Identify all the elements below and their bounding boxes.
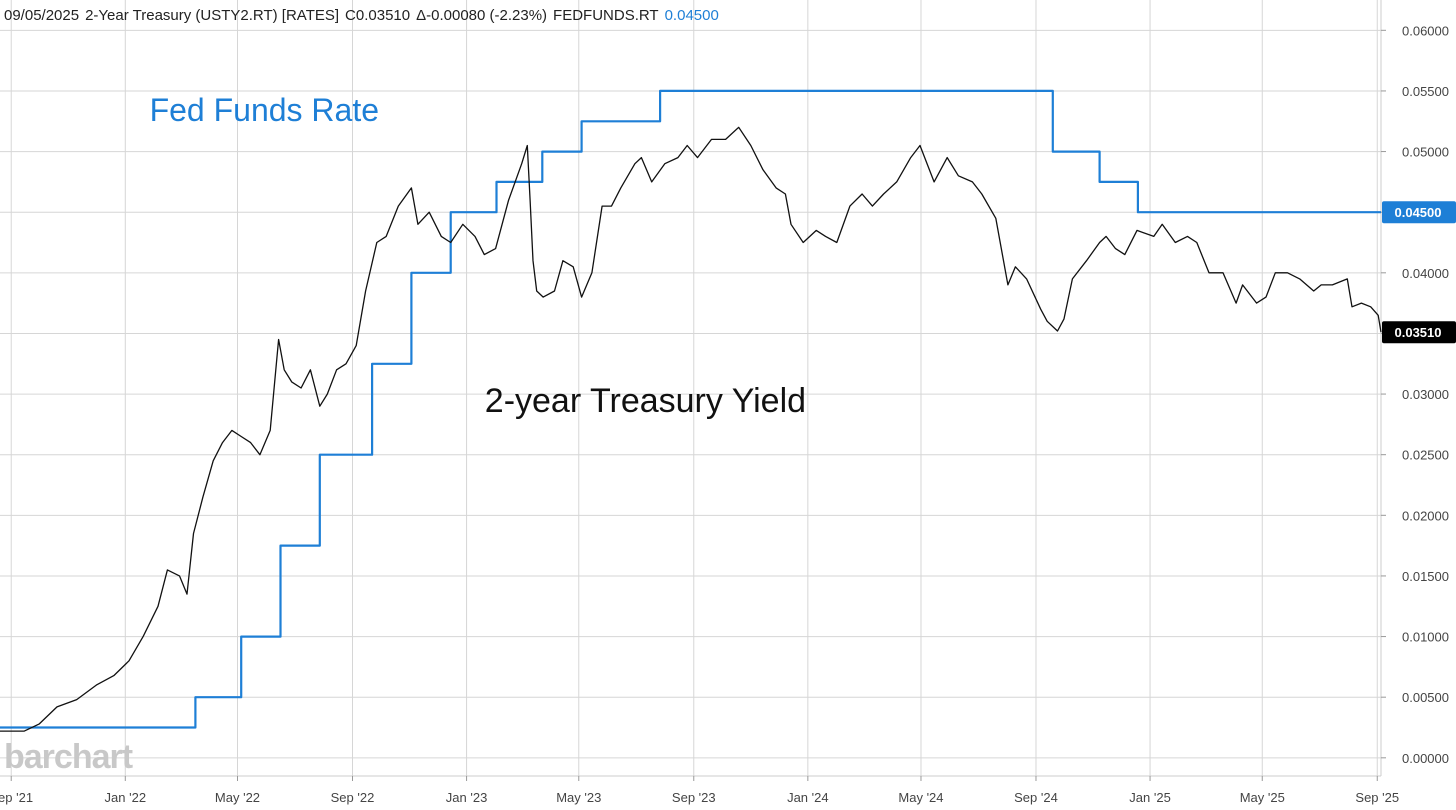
y-tick-label: 0.00500 (1402, 690, 1449, 705)
treasury-yield-line (0, 126, 1382, 732)
x-tick-label: Sep '25 (1355, 790, 1399, 805)
x-tick-label: Jan '23 (446, 790, 488, 805)
y-tick-label: 0.02000 (1402, 508, 1449, 523)
header-change: Δ-0.00080 (-2.23%) (416, 7, 547, 24)
x-tick-label: Jan '24 (787, 790, 829, 805)
badge-treasury-bg (1382, 321, 1456, 344)
header-date: 09/05/2025 (4, 7, 79, 24)
header-symbol: 2-Year Treasury (USTY2.RT) [RATES] (85, 7, 339, 24)
x-tick-label: Jan '22 (105, 790, 147, 805)
badge-fed-funds: 0.04500 (1382, 201, 1456, 224)
y-tick-label: 0.04000 (1402, 266, 1449, 281)
y-tick-label: 0.01500 (1402, 569, 1449, 584)
header-compare-value: 0.04500 (665, 7, 719, 24)
badge-treasury-value: 0.03510 (1395, 325, 1442, 340)
annotation-treasury-yield: 2-year Treasury Yield (485, 382, 806, 420)
x-tick-label: May '22 (215, 790, 260, 805)
x-tick-label: Sep '21 (0, 790, 33, 805)
y-tick-label: 0.03000 (1402, 387, 1449, 402)
fed-funds-rate-line (0, 89, 1381, 729)
x-axis-ticks: Sep '21 Jan '22 May '22 Sep '22 Jan '23 May '… (0, 776, 1399, 805)
x-tick-label: Sep '22 (331, 790, 375, 805)
y-tick-label: 0.05500 (1402, 84, 1449, 99)
barchart-logo: barchart (4, 738, 133, 776)
y-tick-label: 0.00000 (1402, 751, 1449, 766)
y-tick-label: 0.01000 (1402, 630, 1449, 645)
badge-fed-funds-value: 0.04500 (1395, 205, 1442, 220)
x-tick-label: Sep '23 (672, 790, 716, 805)
chart-header: 09/05/2025 2-Year Treasury (USTY2.RT) [RA… (4, 7, 719, 24)
y-tick-label: 0.06000 (1402, 23, 1449, 38)
badge-treasury: 0.03510 (1382, 321, 1456, 344)
x-tick-label: May '25 (1240, 790, 1285, 805)
header-compare-symbol: FEDFUNDS.RT (553, 7, 659, 24)
y-tick-label: 0.02500 (1402, 448, 1449, 463)
series-layer (0, 89, 1382, 732)
header-close: C0.03510 (345, 7, 410, 24)
y-tick-label: 0.05000 (1402, 145, 1449, 160)
annotation-fed-funds-rate: Fed Funds Rate (150, 92, 379, 128)
badge-fed-funds-bg (1382, 201, 1456, 224)
x-tick-label: Jan '25 (1129, 790, 1171, 805)
y-axis-ticks: 0.00000 0.00500 0.01000 0.01500 0.02000 0.025… (1381, 23, 1449, 766)
vertical-gridlines (10, 0, 1378, 776)
x-tick-label: May '24 (898, 790, 943, 805)
x-tick-label: Sep '24 (1014, 790, 1058, 805)
x-tick-label: May '23 (556, 790, 601, 805)
